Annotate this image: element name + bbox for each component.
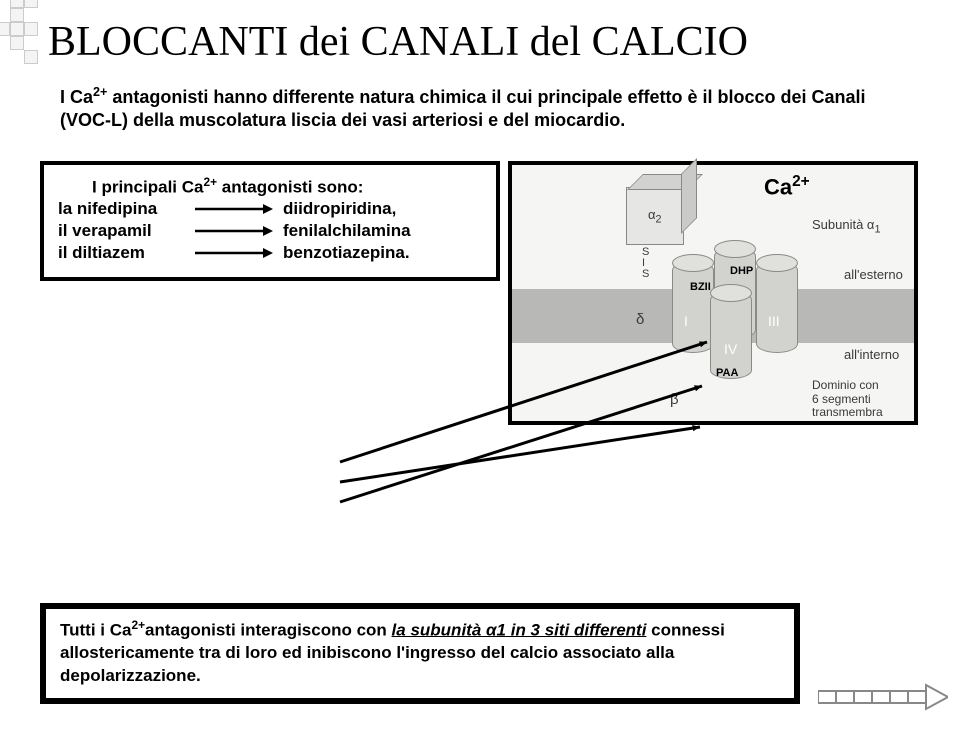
domain-label: Dominio con 6 segmenti transmembra bbox=[812, 379, 883, 420]
drug-left: il verapamil bbox=[58, 221, 183, 241]
page-title: BLOCCANTI dei CANALI del CALCIO bbox=[0, 0, 960, 66]
box1-lead-sup: 2+ bbox=[203, 175, 217, 189]
box1-lead: I principali Ca2+ antagonisti sono: bbox=[58, 175, 480, 198]
cylinder-iv bbox=[710, 291, 752, 379]
inside-label: all'interno bbox=[844, 347, 899, 362]
intro-post: antagonisti hanno differente natura chim… bbox=[60, 87, 866, 130]
drug-row: il diltiazem benzotiazepina. bbox=[58, 243, 480, 263]
box2-sup: 2+ bbox=[131, 618, 145, 632]
box1-lead-pre: I principali Ca bbox=[92, 177, 203, 196]
alpha2-label: α2 bbox=[648, 207, 662, 226]
drug-right: fenilalchilamina bbox=[283, 221, 480, 241]
bz-label: BZII bbox=[690, 281, 711, 293]
intro-paragraph: I Ca2+ antagonisti hanno differente natu… bbox=[0, 66, 960, 133]
antagonists-box: I principali Ca2+ antagonisti sono: la n… bbox=[40, 161, 500, 282]
sis-label: S I S bbox=[642, 247, 649, 280]
box1-lead-post: antagonisti sono: bbox=[217, 177, 363, 196]
drug-left: il diltiazem bbox=[58, 243, 183, 263]
paa-label: PAA bbox=[716, 367, 738, 379]
ca-pre: Ca bbox=[764, 174, 792, 199]
channel-diagram: Ca2+ α2 Subunità α1 S I S δ β DHP BZII P… bbox=[508, 161, 918, 425]
drug-right: diidropiridina, bbox=[283, 199, 480, 219]
outside-label: all'esterno bbox=[844, 267, 903, 282]
arrow-icon bbox=[193, 202, 273, 216]
drug-right: benzotiazepina. bbox=[283, 243, 480, 263]
roman-iv: IV bbox=[724, 341, 737, 357]
ca-label: Ca2+ bbox=[764, 173, 810, 200]
page-arrow-icon bbox=[818, 683, 948, 716]
roman-i: I bbox=[684, 313, 688, 329]
arrow-icon bbox=[193, 224, 273, 238]
cylinder-i bbox=[672, 261, 714, 353]
intro-pre: I Ca bbox=[60, 87, 93, 107]
interaction-box: Tutti i Ca2+antagonisti interagiscono co… bbox=[40, 603, 800, 704]
box2-highlight: la subunità α1 in 3 siti differenti bbox=[392, 620, 647, 639]
delta-label: δ bbox=[636, 311, 644, 328]
dhp-label: DHP bbox=[730, 265, 753, 277]
ca-sup: 2+ bbox=[792, 173, 810, 190]
box2-mid1: antagonisti interagiscono con bbox=[145, 620, 392, 639]
drug-row: il verapamil fenilalchilamina bbox=[58, 221, 480, 241]
arrow-icon bbox=[193, 246, 273, 260]
cylinder-iii bbox=[756, 261, 798, 353]
drug-row: la nifedipina diidropiridina, bbox=[58, 199, 480, 219]
subunit-label: Subunità α1 bbox=[812, 217, 912, 236]
box2-pre: Tutti i Ca bbox=[60, 620, 131, 639]
beta-label: β bbox=[670, 391, 679, 408]
intro-sup: 2+ bbox=[93, 85, 107, 99]
roman-iii: III bbox=[768, 313, 780, 329]
corner-decoration bbox=[0, 0, 90, 70]
drug-left: la nifedipina bbox=[58, 199, 183, 219]
